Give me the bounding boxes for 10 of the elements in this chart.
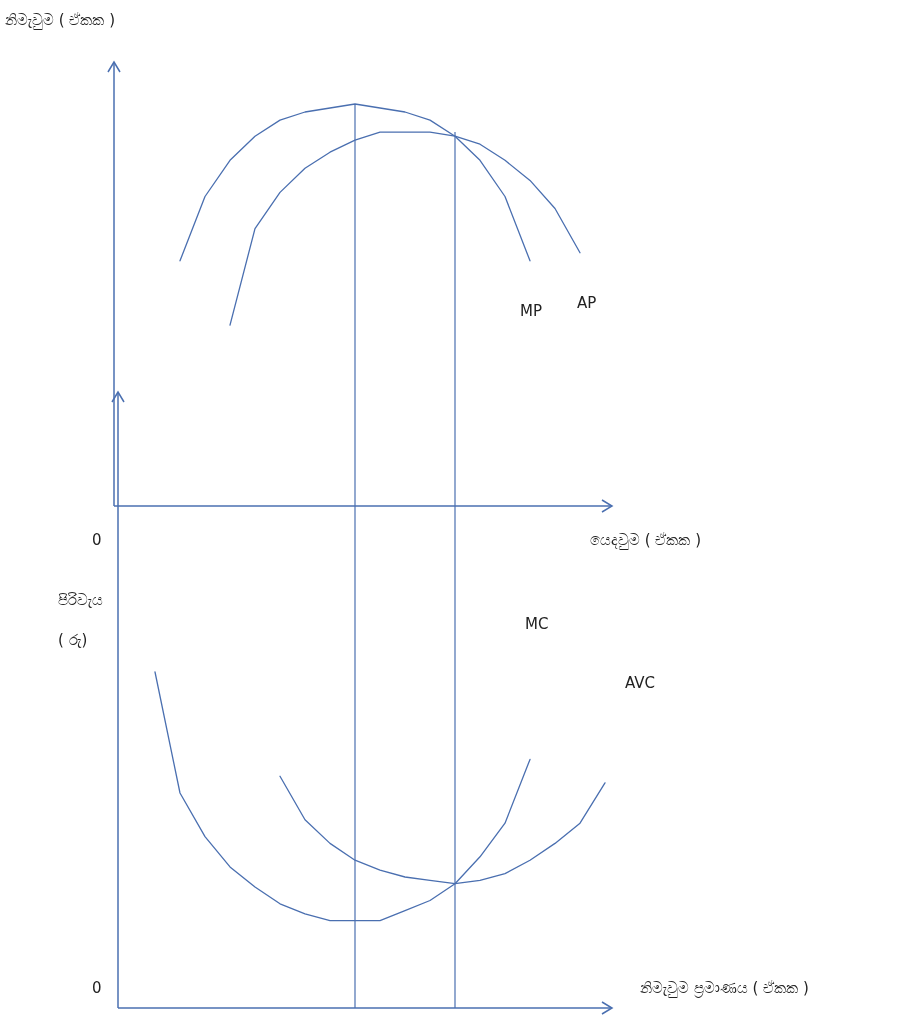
x-axis-title: නිමැවුම ප්‍රමාණය ( ඒකක ) xyxy=(640,979,809,998)
text: 0 xyxy=(92,979,102,997)
x-axis-title: යෙදවුම ( ඒකක ) xyxy=(590,531,702,550)
text: MC xyxy=(525,615,549,634)
text: AP xyxy=(577,293,597,312)
text: AVC xyxy=(625,673,656,692)
text: පිරිවැය ( රු) xyxy=(58,591,103,649)
text: MP xyxy=(520,301,542,320)
y-axis-title: නිමැවුම ( ඒකක ) xyxy=(5,11,116,30)
text: 0 xyxy=(92,531,102,549)
